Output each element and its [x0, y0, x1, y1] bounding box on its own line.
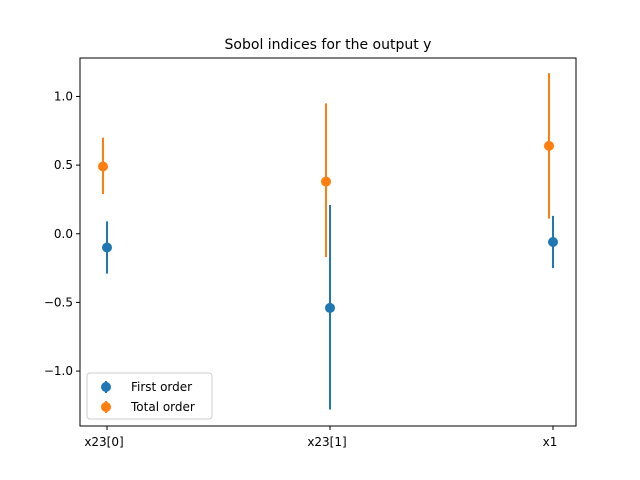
legend-entry: Total order: [101, 400, 195, 414]
data-point: [548, 237, 558, 247]
y-tick-label: −1.0: [44, 364, 73, 378]
series-total-order: [98, 73, 554, 258]
legend: First order Total order: [86, 372, 213, 420]
x-tick-label: x1: [543, 435, 558, 449]
data-point: [98, 161, 108, 172]
data-point: [325, 302, 335, 313]
legend-entry: First order: [101, 380, 192, 394]
data-point: [102, 242, 112, 253]
series-first-order: [102, 204, 558, 410]
y-axis: −1.0 −0.5 0.0 0.5 1.0: [44, 89, 80, 378]
x-tick-label: x23[0]: [84, 435, 123, 449]
legend-label: First order: [131, 380, 192, 394]
chart-title: Sobol indices for the output y: [225, 37, 432, 53]
y-tick-label: 0.0: [54, 227, 73, 241]
legend-marker: [101, 402, 111, 412]
y-tick-label: 0.5: [54, 158, 73, 172]
legend-marker: [101, 382, 111, 392]
data-point: [544, 140, 554, 151]
plot-marks: [98, 73, 558, 410]
plot-frame: [79, 57, 577, 427]
x-tick-label: x23[1]: [307, 435, 346, 449]
y-tick-label: −0.5: [44, 295, 73, 309]
legend-box: [86, 372, 213, 420]
y-tick-label: 1.0: [54, 89, 73, 103]
x-axis: x23[0] x23[1] x1: [84, 426, 557, 449]
legend-label: Total order: [130, 400, 195, 414]
data-point: [321, 176, 331, 187]
